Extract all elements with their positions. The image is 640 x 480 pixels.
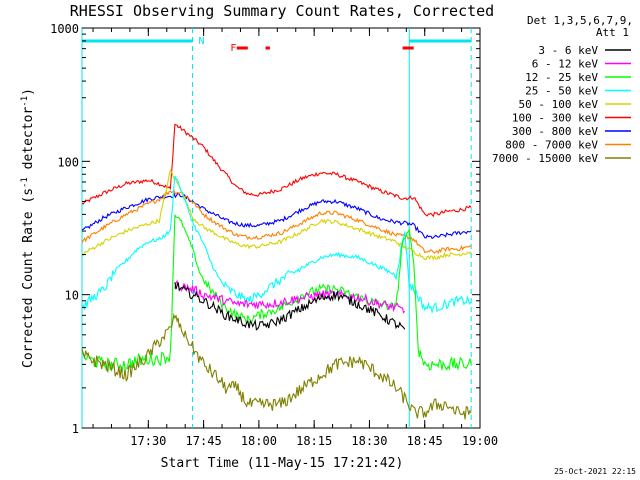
series-line-1 xyxy=(81,192,472,239)
annotation-bars: NF xyxy=(82,36,472,54)
x-tick-label-5: 18:45 xyxy=(407,434,443,448)
x-tick-label-2: 18:00 xyxy=(241,434,277,448)
legend-label-2: 12 - 25 keV xyxy=(525,71,598,84)
night-label: N xyxy=(199,36,205,47)
legend-label-1: 6 - 12 keV xyxy=(532,58,599,71)
y-axis-label: Corrected Count Rate (s-1 detector-1) xyxy=(20,88,36,368)
footer-timestamp: 25-Oct-2021 22:15 xyxy=(554,467,636,476)
guide-lines xyxy=(81,28,472,428)
legend-header-detectors: Det 1,3,5,6,7,9, xyxy=(527,14,633,27)
legend-label-6: 300 - 800 keV xyxy=(512,125,598,138)
series-line-0 xyxy=(81,123,472,218)
series-line-7 xyxy=(174,282,406,331)
flare-label: F xyxy=(230,43,236,54)
series-line-6 xyxy=(174,279,406,314)
y-tick-label-0: 1 xyxy=(72,422,79,436)
x-tick-label-3: 18:15 xyxy=(296,434,332,448)
x-tick-label-6: 19:00 xyxy=(462,434,498,448)
series-line-5 xyxy=(81,214,472,373)
legend-label-0: 3 - 6 keV xyxy=(538,44,598,57)
legend-label-7: 800 - 7000 keV xyxy=(505,139,598,152)
x-axis-label: Start Time (11-May-15 17:21:42) xyxy=(161,456,404,471)
legend-label-8: 7000 - 15000 keV xyxy=(492,152,598,165)
series-line-8 xyxy=(81,312,472,420)
x-tick-label-1: 17:45 xyxy=(186,434,222,448)
legend-header-attenuator: Att 1 xyxy=(596,26,629,39)
legend-label-3: 25 - 50 keV xyxy=(525,85,598,98)
y-tick-label-1: 10 xyxy=(65,289,79,303)
y-tick-label-2: 100 xyxy=(57,155,79,169)
legend-label-5: 100 - 300 keV xyxy=(512,112,598,125)
series-line-4 xyxy=(81,175,472,315)
x-tick-label-0: 17:30 xyxy=(130,434,166,448)
legend-label-4: 50 - 100 keV xyxy=(519,98,599,111)
series-group xyxy=(81,123,472,420)
axis-ticks: 17:30 17:45 18:00 18:15 18:30 18:45 19:00 1 10 10… xyxy=(50,22,498,448)
x-tick-label-4: 18:30 xyxy=(351,434,387,448)
y-tick-label-3: 1000 xyxy=(50,22,79,36)
chart-title: RHESSI Observing Summary Count Rates, Co… xyxy=(70,2,494,20)
